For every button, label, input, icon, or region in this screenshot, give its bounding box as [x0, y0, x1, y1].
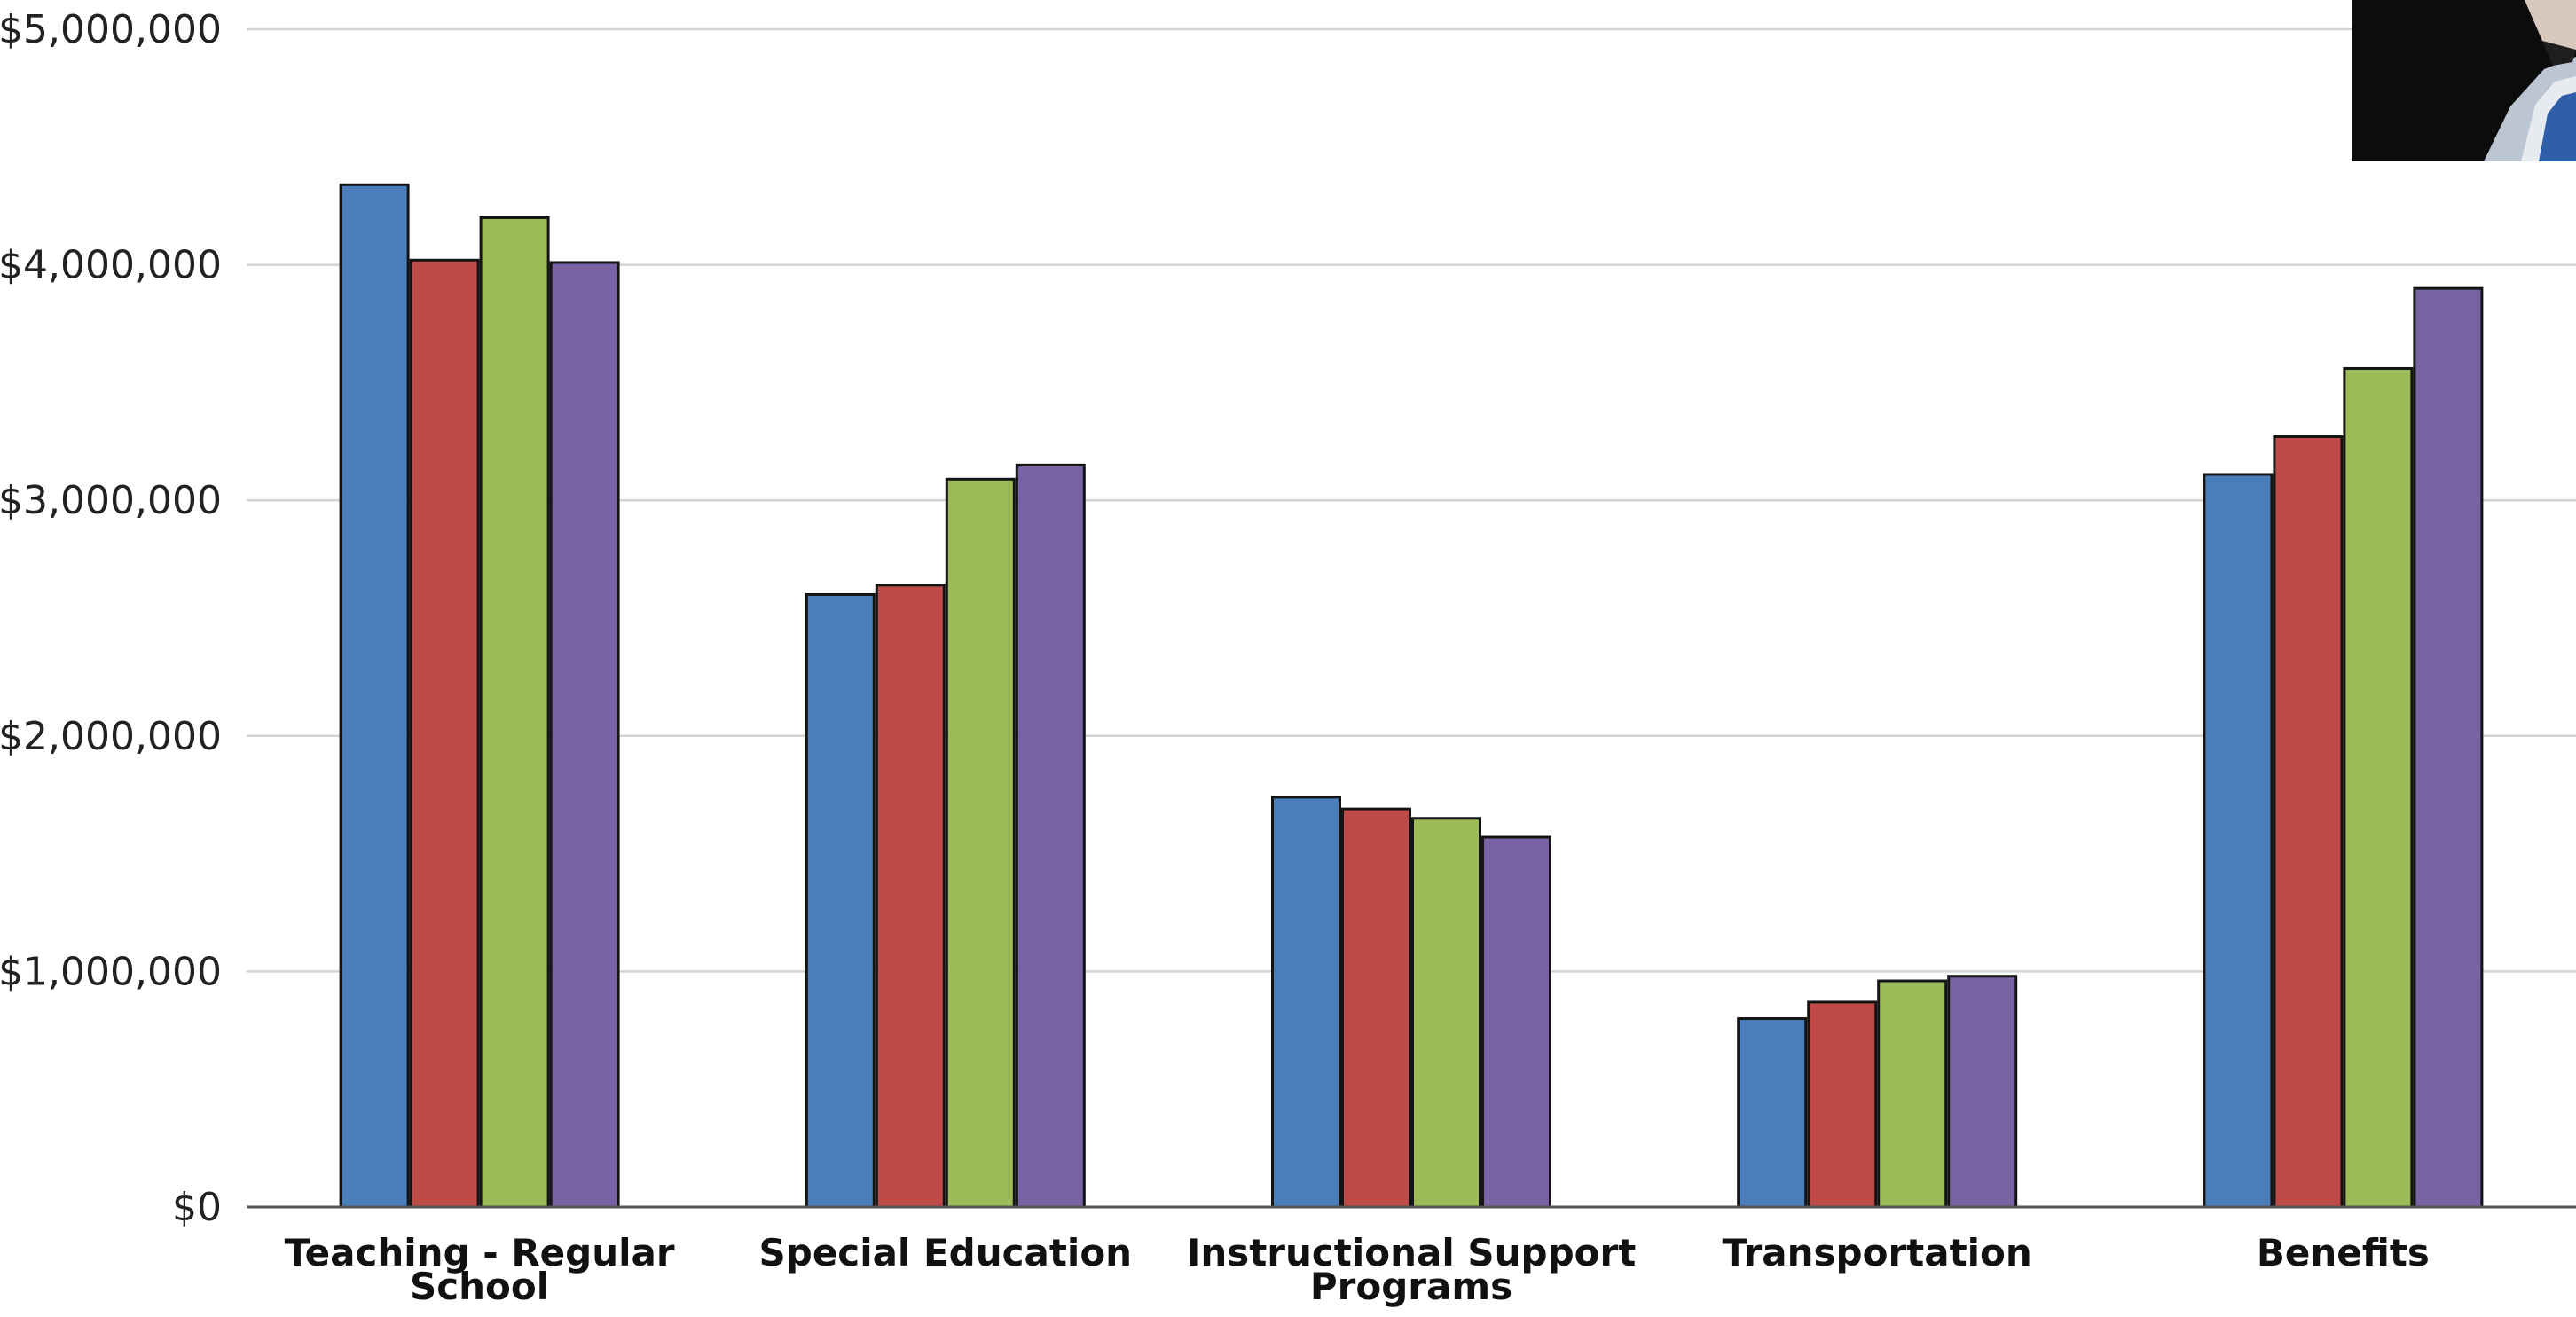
x-category-label: Instructional Support — [1187, 1231, 1637, 1274]
bar — [1877, 979, 1948, 1209]
bar — [875, 584, 946, 1209]
bar — [1947, 975, 2018, 1209]
y-tick-label: $0 — [172, 1185, 222, 1230]
bar — [1807, 1000, 1878, 1209]
bar — [1481, 835, 1551, 1209]
bar — [339, 183, 410, 1209]
bar — [2273, 435, 2344, 1209]
x-category-label: Benefits — [2257, 1231, 2430, 1274]
bar — [805, 592, 876, 1209]
bar — [1737, 1017, 1808, 1209]
bar — [1271, 796, 1341, 1209]
bar — [1411, 817, 1481, 1209]
bar — [945, 477, 1016, 1209]
bars — [339, 183, 2484, 1209]
bar — [549, 261, 620, 1209]
x-category-label: Programs — [1310, 1265, 1512, 1308]
bar — [2203, 473, 2274, 1209]
y-tick-label: $3,000,000 — [0, 478, 222, 523]
x-category-label: Transportation — [1723, 1231, 2032, 1274]
gridlines — [247, 27, 2576, 973]
y-tick-label: $1,000,000 — [0, 949, 222, 994]
y-axis-tick-labels: $0 $1,000,000 $2,000,000 $3,000,000 $4,000,0… — [0, 7, 222, 1230]
y-tick-label: $2,000,000 — [0, 714, 222, 759]
x-category-label: Special Education — [759, 1231, 1133, 1274]
bar — [2413, 286, 2484, 1209]
bar — [479, 216, 550, 1209]
bar — [409, 258, 480, 1209]
bar — [1015, 463, 1086, 1209]
bar — [1341, 807, 1411, 1209]
x-category-label: School — [410, 1265, 549, 1308]
bar — [2343, 366, 2414, 1209]
x-category-label: Teaching - Regular — [285, 1231, 675, 1274]
photo-thumbnail — [2352, 0, 2576, 161]
y-tick-label: $4,000,000 — [0, 243, 222, 288]
y-tick-label: $5,000,000 — [0, 7, 222, 52]
